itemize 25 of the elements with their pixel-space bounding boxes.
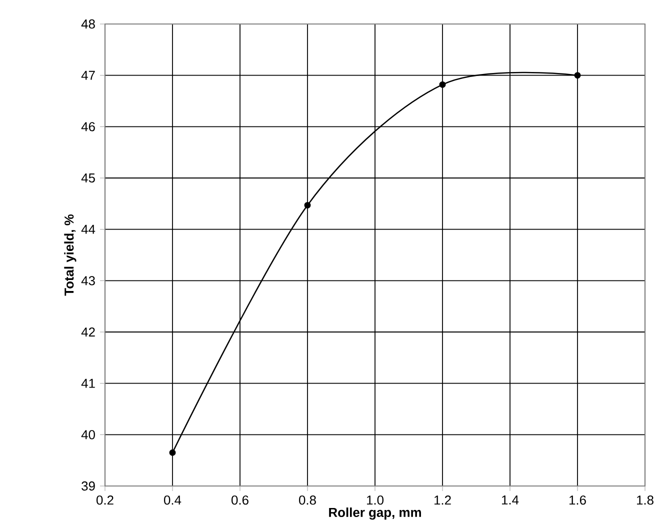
y-axis-title: Total yield, % (64, 214, 76, 296)
x-tick-label: 1.8 (636, 496, 654, 505)
y-tick-label: 47 (81, 70, 95, 80)
y-tick-label: 41 (81, 378, 95, 388)
y-tick-label: 40 (81, 430, 95, 440)
point (169, 449, 176, 456)
y-tick-label: 39 (82, 481, 95, 491)
y-tick-label: 43 (81, 276, 95, 286)
x-tick-label: 0.4 (164, 496, 182, 505)
x-tick-label: 1.4 (502, 496, 519, 504)
point (574, 72, 581, 79)
x-tick-label: 0.6 (232, 496, 248, 505)
y-tick-label: 44 (81, 224, 96, 234)
point (439, 81, 446, 88)
y-tick-label: 45 (81, 173, 95, 183)
x-tick-label: 1.0 (366, 496, 384, 505)
x-tick-label: 1.2 (434, 496, 451, 505)
y-tick-label: 42 (81, 327, 95, 337)
x-axis-title: Roller gap, mm (329, 508, 421, 520)
x-tick-label: 0.8 (299, 496, 316, 505)
y-tick-label: 48 (81, 19, 95, 29)
x-tick-label: 0.2 (96, 496, 114, 505)
x-tick-label: 1.6 (569, 496, 586, 505)
point (304, 202, 311, 208)
y-tick-label: 46 (81, 122, 95, 132)
